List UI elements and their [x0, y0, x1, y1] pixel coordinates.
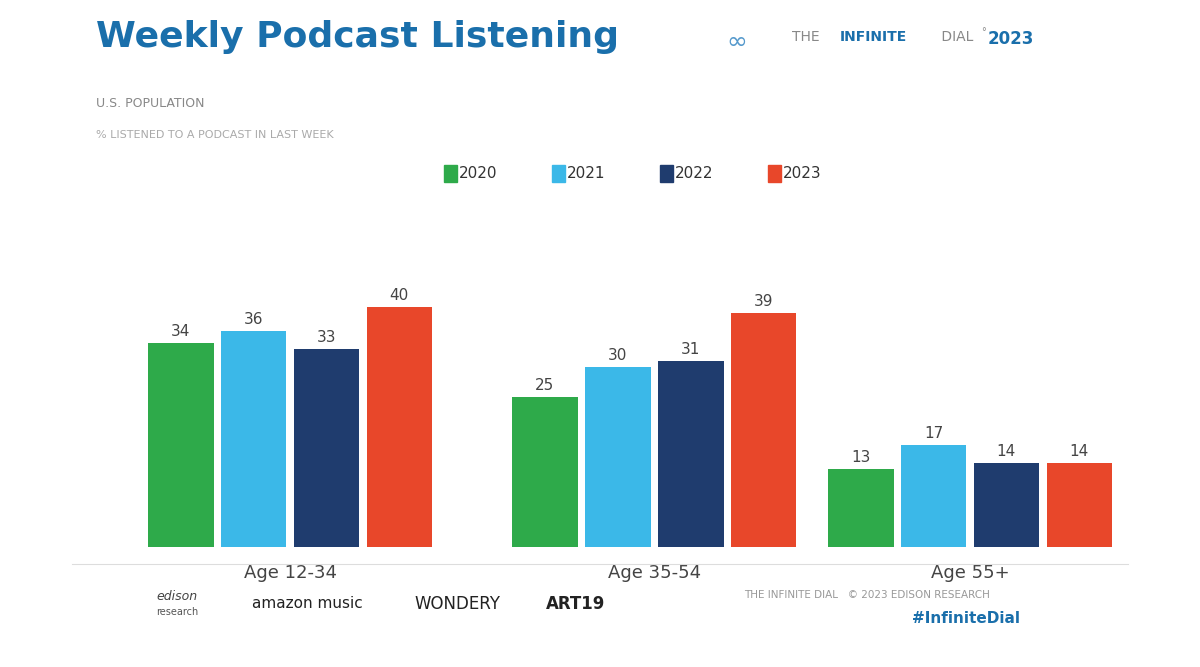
- Text: 2023: 2023: [988, 30, 1034, 48]
- Text: #InfiniteDial: #InfiniteDial: [912, 612, 1020, 626]
- Text: WONDERY: WONDERY: [414, 595, 500, 612]
- Bar: [658, 361, 724, 547]
- Text: DIAL: DIAL: [937, 30, 973, 44]
- Text: edison: edison: [156, 590, 197, 604]
- Text: ART19: ART19: [546, 595, 605, 612]
- Text: ∞: ∞: [726, 30, 746, 54]
- Text: 13: 13: [851, 450, 870, 466]
- Text: 36: 36: [244, 312, 263, 327]
- Text: 33: 33: [317, 330, 336, 346]
- Bar: [901, 445, 966, 547]
- Text: % LISTENED TO A PODCAST IN LAST WEEK: % LISTENED TO A PODCAST IN LAST WEEK: [96, 130, 334, 140]
- Text: Weekly Podcast Listening: Weekly Podcast Listening: [96, 20, 619, 54]
- Text: 30: 30: [608, 348, 628, 364]
- Text: 2022: 2022: [676, 166, 714, 181]
- Text: °: °: [982, 27, 986, 37]
- Bar: [294, 349, 359, 547]
- Text: 2020: 2020: [460, 166, 498, 181]
- Text: 40: 40: [390, 288, 409, 303]
- Text: 39: 39: [754, 294, 773, 309]
- Bar: [828, 469, 894, 547]
- Text: research: research: [156, 607, 198, 616]
- Text: 34: 34: [172, 324, 191, 340]
- Text: THE INFINITE DIAL   © 2023 EDISON RESEARCH: THE INFINITE DIAL © 2023 EDISON RESEARCH: [744, 590, 990, 600]
- Text: 14: 14: [997, 444, 1016, 460]
- Bar: [973, 463, 1039, 547]
- Text: 14: 14: [1069, 444, 1088, 460]
- Bar: [512, 397, 577, 547]
- Text: amazon music: amazon music: [252, 596, 362, 611]
- Text: 2023: 2023: [784, 166, 822, 181]
- Text: INFINITE: INFINITE: [840, 30, 907, 44]
- Text: THE: THE: [792, 30, 824, 44]
- Text: U.S. POPULATION: U.S. POPULATION: [96, 97, 204, 109]
- Bar: [731, 313, 797, 547]
- Bar: [1046, 463, 1112, 547]
- Text: 25: 25: [535, 378, 554, 394]
- Text: 31: 31: [682, 342, 701, 358]
- Bar: [148, 343, 214, 547]
- Text: 2021: 2021: [568, 166, 606, 181]
- Bar: [366, 307, 432, 547]
- Bar: [586, 367, 650, 547]
- Bar: [221, 331, 287, 547]
- Text: 17: 17: [924, 426, 943, 442]
